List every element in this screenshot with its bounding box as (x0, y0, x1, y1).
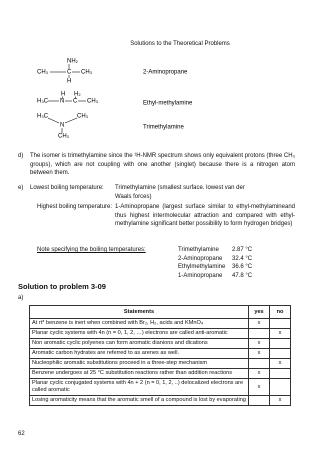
page-number: 62 (18, 431, 25, 437)
structures: NH₂ CH₃ C CH₃ H 2-Aminopropane H H₂ H₃C … (37, 59, 193, 140)
answer-label: Highest boiling temperature: (37, 204, 113, 210)
statement: Nucleophilic aromatic substitutions proc… (29, 358, 249, 369)
check-cell: x (248, 348, 270, 359)
section-title: Solution to problem 3-09 (18, 282, 106, 291)
check-cell: x (248, 368, 270, 379)
statements-table: Statements yes no At rt* benzene is inert w… (29, 305, 291, 406)
compound-name: Ethyl-methylamine (143, 101, 193, 107)
check-cell (269, 368, 291, 379)
atom: CH₃ (81, 70, 93, 76)
atom: N (60, 123, 64, 129)
header-title: Solutions to the Theoretical Problems (130, 41, 230, 47)
part-label: d) (18, 153, 24, 159)
part-label: a) (18, 295, 24, 301)
table-row: At rt* benzene is inert when combined wi… (29, 318, 291, 329)
atom: H₃C (37, 114, 49, 120)
bond (64, 117, 78, 124)
statement: At rt* benzene is inert when combined wi… (29, 318, 249, 329)
atom: CH₃ (58, 134, 70, 140)
table-row: Benzene undergoes at 25 °C substitution … (29, 368, 291, 379)
check-cell (269, 318, 291, 329)
check-cell (269, 338, 291, 349)
table-row: Nucleophilic aromatic substitutions proc… (29, 358, 291, 369)
check-cell: x (248, 378, 270, 396)
check-cell: x (269, 328, 291, 339)
check-cell: x (269, 358, 291, 369)
atom: C (73, 99, 78, 105)
atom: N (60, 99, 64, 105)
statement: Planar cyclic conjugated systems with 4n… (29, 378, 249, 396)
boiling-row: Ethylmethylamine 36.6 °C (178, 263, 252, 272)
compound: Trimethylamine (178, 247, 219, 253)
header-cell: Statements (29, 305, 249, 319)
header-row: Statements yes no (29, 305, 291, 319)
atom: H (67, 79, 71, 85)
header-cell: no (269, 305, 291, 319)
table-row: Aromatic carbon hydrates are referred to… (29, 348, 291, 359)
table-row: Non aromatic cyclic polyenes can form ar… (29, 338, 291, 349)
atom: CH₃ (77, 114, 89, 120)
answer-text: Trimethylamine (smallest surface. lowest… (115, 185, 245, 200)
answer-text: 1-Aminopropane (largest surface similar … (115, 204, 295, 227)
statement: Aromatic carbon hydrates are referred to… (29, 348, 249, 359)
statement: Planar cyclic systems with 4n (n = 0, 1,… (29, 328, 249, 339)
boiling-row: 1-Aminopropane 47.8 °C (178, 272, 252, 281)
compound: 1-Aminopropane (178, 272, 223, 279)
part-label: e) (18, 185, 24, 191)
atom: H₃C (37, 99, 49, 105)
check-cell (269, 348, 291, 359)
answer-row: Lowest boiling temperature: Trimethylami… (30, 184, 295, 201)
temperature: 2.87 °C (232, 247, 253, 253)
temperature: 47.8 °C (232, 272, 253, 279)
compound: Ethylmethylamine (178, 264, 226, 270)
compound-name: 2-Aminopropane (143, 70, 188, 76)
check-cell: x (248, 338, 270, 349)
answer-row: Highest boiling temperature: 1-Aminoprop… (37, 203, 295, 229)
atom: H (61, 92, 65, 98)
statement: Non aromatic cyclic polyenes can form ar… (29, 338, 249, 349)
boiling-list: Trimethylamine 2.87 °C 2-Aminopropane 32.4 … (178, 246, 252, 280)
atom: CH₃ (37, 70, 49, 76)
compound: 2-Aminopropane (178, 255, 223, 262)
table-row: Planar cyclic conjugated systems with 4n… (29, 378, 291, 396)
check-cell (248, 395, 270, 406)
temperature: 32.4 °C (232, 255, 253, 262)
table-row: Losing aromaticity means that the aromat… (29, 395, 291, 406)
check-cell (248, 328, 270, 339)
check-cell (248, 358, 270, 369)
boiling-row: 2-Aminopropane 32.4 °C (178, 255, 252, 264)
table-wrap: Statements yes no At rt* benzene is inert w… (29, 305, 291, 406)
boiling-row: Trimethylamine 2.87 °C (178, 246, 252, 255)
paragraph: The isomer is trimethylamine since the ¹… (30, 153, 295, 176)
statement: Benzene undergoes at 25 °C substitution … (29, 368, 249, 379)
temperature: 36.6 °C (232, 264, 253, 270)
compound-name: Trimethylamine (143, 125, 184, 131)
atom: NH₂ (67, 59, 79, 65)
statement: Losing aromaticity means that the aromat… (29, 395, 249, 406)
atom: C (67, 70, 72, 76)
table-row: Planar cyclic systems with 4n (n = 0, 1,… (29, 328, 291, 339)
note: Note specifying the boiling temperatures… (37, 247, 146, 253)
atom: H₂ (74, 92, 81, 98)
header-cell: yes (248, 305, 270, 319)
bond (47, 117, 60, 124)
check-cell (269, 378, 291, 396)
check-cell: x (248, 318, 270, 329)
check-cell: x (269, 395, 291, 406)
atom: CH₃ (87, 99, 99, 105)
answer-label: Lowest boiling temperature: (30, 185, 104, 191)
